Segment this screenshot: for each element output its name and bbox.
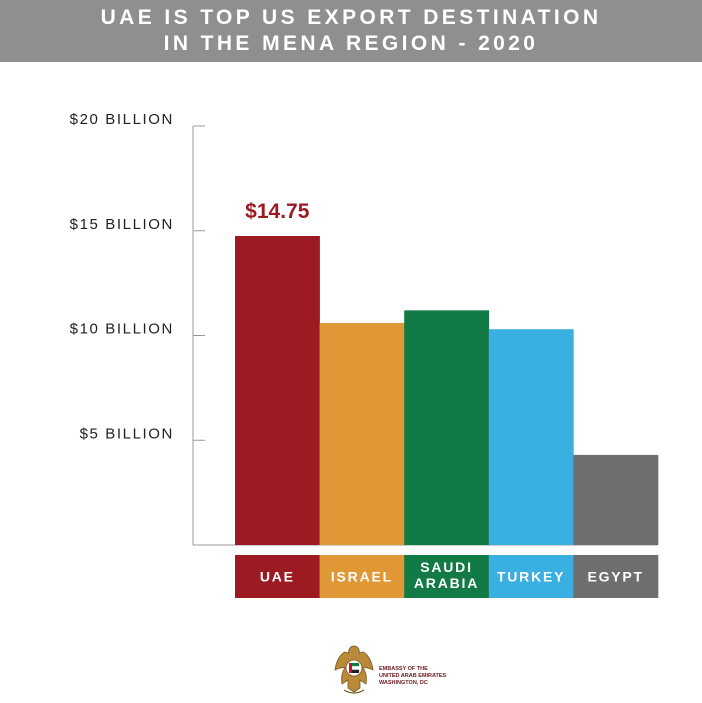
category-label-saudi-arabia: SAUDI ARABIA (414, 559, 479, 591)
logo-line-3: WASHINGTON, DC (379, 680, 428, 686)
title-line-1: UAE IS TOP US EXPORT DESTINATION (100, 6, 602, 29)
category-label-uae: UAE (260, 569, 295, 585)
y-tick-label-0: $5 BILLION (80, 425, 174, 442)
bar-saudi-arabia (404, 310, 490, 545)
category-box-saudi-arabia (404, 555, 490, 598)
uae-emblem-icon (334, 645, 374, 694)
bar-turkey (488, 329, 574, 545)
logo-line-2: UNITED ARAB EMIRATES (379, 673, 447, 679)
category-label-line-2: ARABIA (414, 575, 479, 591)
category-label-line-1: SAUDI (420, 559, 473, 575)
category-label-egypt: EGYPT (587, 569, 643, 585)
category-box-israel (319, 555, 405, 598)
value-label-uae: $14.75 (245, 200, 310, 223)
category-box-turkey (488, 555, 574, 598)
logo-line-1: EMBASSY OF THE (379, 666, 428, 672)
y-tick-label-3: $20 BILLION (70, 111, 174, 128)
category-box-egypt (573, 555, 659, 598)
category-label-turkey: TURKEY (497, 569, 565, 585)
embassy-logo: EMBASSY OF THE UNITED ARAB EMIRATES WASH… (330, 640, 490, 700)
category-label-israel: ISRAEL (331, 569, 393, 585)
bar-egypt (573, 454, 659, 545)
y-tick-label-2: $15 BILLION (70, 216, 174, 233)
embassy-logo-text: EMBASSY OF THE UNITED ARAB EMIRATES WASH… (379, 666, 446, 687)
bar-israel (319, 322, 405, 545)
bar-chart: $5 BILLION $10 BILLION $15 BILLION $20 BILL… (70, 111, 659, 598)
title-line-2: IN THE MENA REGION - 2020 (163, 32, 539, 55)
y-tick-label-1: $10 BILLION (70, 321, 174, 338)
title-banner: UAE IS TOP US EXPORT DESTINATION IN THE … (0, 0, 702, 62)
bar-uae (235, 235, 320, 546)
category-box-uae (235, 555, 320, 598)
